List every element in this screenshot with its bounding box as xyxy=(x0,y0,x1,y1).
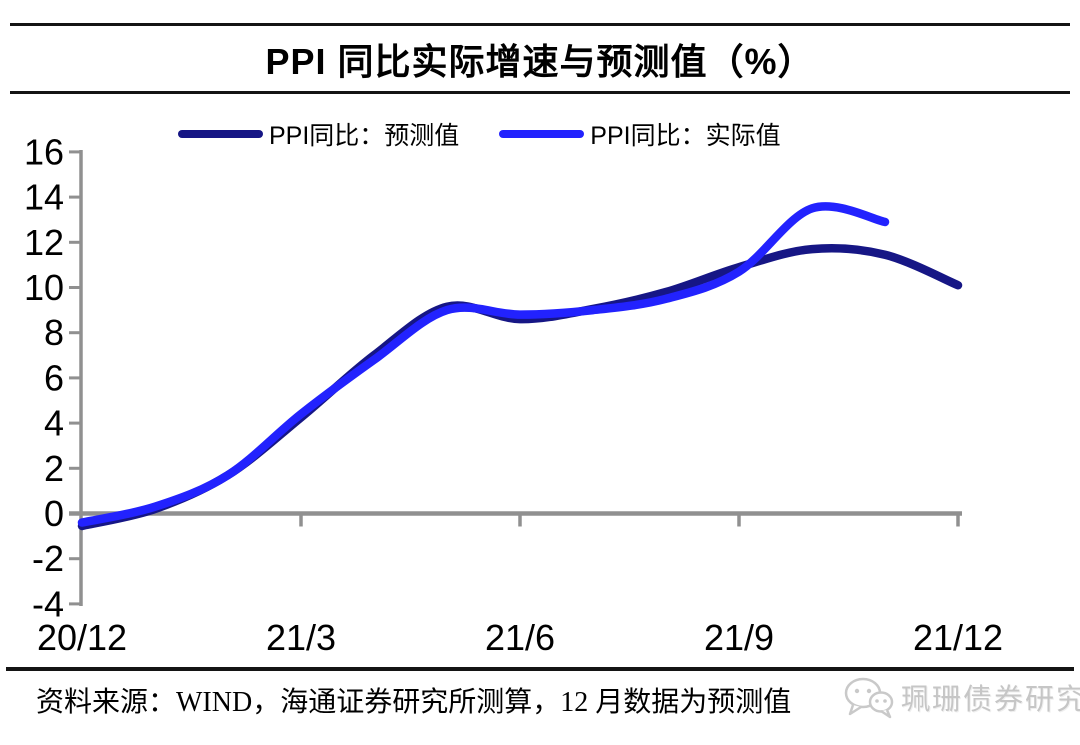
actual-line-swatch xyxy=(499,130,585,138)
legend-item-actual: PPI同比：实际值 xyxy=(499,116,781,152)
legend-label-actual: PPI同比：实际值 xyxy=(590,122,781,150)
y-axis-tick-label: 8 xyxy=(44,312,64,353)
y-axis-tick-label: 12 xyxy=(24,222,64,263)
y-axis-tick-label: 2 xyxy=(44,448,64,489)
y-axis-tick-label: 14 xyxy=(24,177,64,218)
title-divider xyxy=(10,91,1070,94)
forecast-line-swatch xyxy=(178,130,263,138)
top-divider xyxy=(10,23,1070,26)
legend-item-forecast: PPI同比：预测值 xyxy=(178,116,459,152)
data-source-note: 资料来源：WIND，海通证券研究所测算，12 月数据为预测值 xyxy=(36,687,792,718)
x-axis-tick-label: 20/12 xyxy=(37,617,127,658)
y-axis-tick-label: 0 xyxy=(44,493,64,534)
x-axis-tick-label: 21/3 xyxy=(266,617,336,658)
chart-title: PPI 同比实际增速与预测值（%） xyxy=(265,41,815,82)
legend-label-forecast: PPI同比：预测值 xyxy=(269,122,460,150)
y-axis-tick-label: 6 xyxy=(44,357,64,398)
series-line-actual xyxy=(77,202,890,527)
x-axis-tick-label: 21/12 xyxy=(913,617,1003,658)
y-axis-tick-label: 16 xyxy=(24,131,64,172)
x-axis-tick-label: 21/6 xyxy=(485,617,555,658)
y-axis-tick-label: -4 xyxy=(32,583,64,624)
footer-divider xyxy=(6,667,1074,671)
y-axis-tick-label: 4 xyxy=(44,403,64,444)
chart-legend: PPI同比：预测值 PPI同比：实际值 xyxy=(178,116,781,152)
y-axis-tick-label: 10 xyxy=(24,267,64,308)
y-axis-tick-label: -2 xyxy=(32,538,64,579)
x-axis-tick-label: 21/9 xyxy=(704,617,774,658)
